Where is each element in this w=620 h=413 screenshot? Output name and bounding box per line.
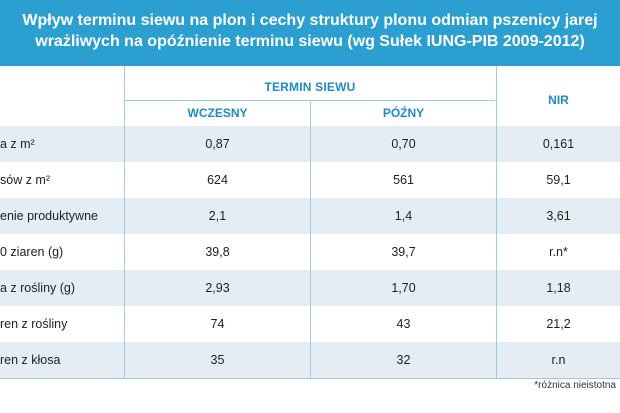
row-label: a z m² (0, 137, 35, 151)
table-title-line-2: wrażliwych na opóźnienie terminu siewu (… (35, 33, 585, 50)
value-nir: 3,61 (546, 209, 571, 223)
row-label: ren z rośliny (0, 317, 68, 331)
table-row: 0 ziaren (g) 39,8 39,7 r.n* (0, 234, 620, 270)
value-late: 561 (393, 173, 414, 187)
row-label: sów z m² (0, 173, 50, 187)
value-early: 624 (207, 173, 228, 187)
value-late: 1,4 (394, 209, 413, 223)
table-title: Wpływ terminu siewu na plon i cechy stru… (0, 0, 620, 66)
column-divider (310, 100, 311, 378)
value-early: 0,87 (205, 137, 230, 151)
value-nir: 1,18 (546, 281, 571, 295)
row-label: a z rośliny (g) (0, 281, 76, 295)
table-row: sów z m² 624 561 59,1 (0, 162, 620, 198)
value-late: 43 (396, 317, 411, 331)
header-wczesny: WCZESNY (187, 106, 248, 120)
table-title-line-1: Wpływ terminu siewu na plon i cechy stru… (22, 12, 598, 29)
header-nir: NIR (548, 93, 569, 107)
column-divider (496, 66, 497, 378)
value-early: 2,93 (205, 281, 230, 295)
row-label: 0 ziaren (g) (0, 245, 64, 259)
value-early: 74 (210, 317, 225, 331)
value-early: 39,8 (205, 245, 230, 259)
value-nir: 0,161 (542, 137, 575, 151)
row-label: ren z kłosa (0, 353, 61, 367)
value-nir: r.n (551, 353, 566, 367)
value-nir: 59,1 (546, 173, 571, 187)
value-late: 32 (396, 353, 411, 367)
header-pozny: PÓŹNY (382, 106, 425, 120)
footnote: *różnica nieistotna (534, 380, 616, 391)
column-divider (124, 66, 125, 378)
row-label: enie produktywne (0, 209, 98, 223)
table-row: ren z rośliny 74 43 21,2 (0, 306, 620, 342)
value-late: 39,7 (391, 245, 416, 259)
value-nir: 21,2 (546, 317, 571, 331)
value-late: 1,70 (391, 281, 416, 295)
value-nir: r.n* (549, 245, 568, 259)
value-early: 2,1 (208, 209, 227, 223)
header-termin-siewu: TERMIN SIEWU (264, 80, 356, 94)
value-early: 35 (210, 353, 225, 367)
value-late: 0,70 (391, 137, 416, 151)
table-bottom-rule (0, 378, 620, 379)
